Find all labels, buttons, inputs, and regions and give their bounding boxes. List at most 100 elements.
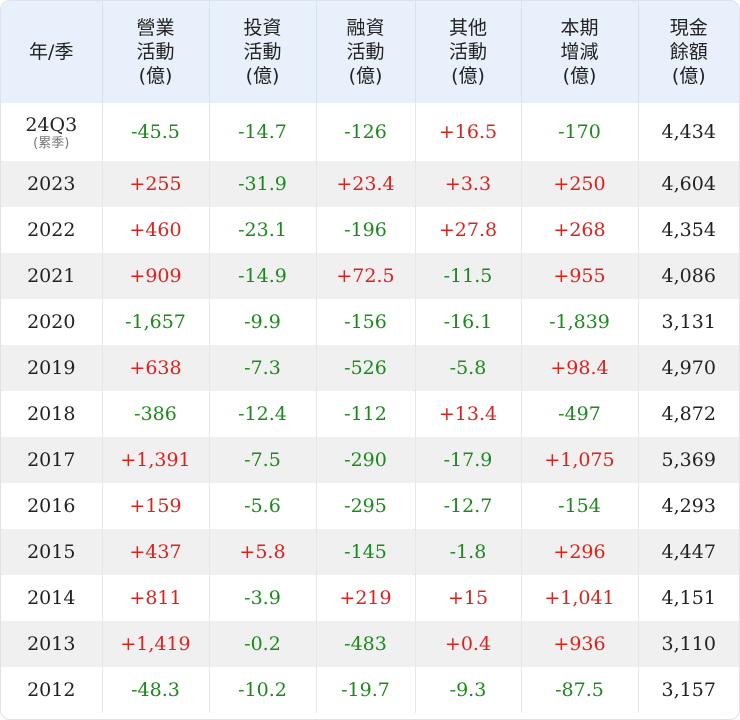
value-cell-cash-balance: 4,354 xyxy=(638,207,739,253)
table-row: 2016 +159 -5.6 -295 -12.7 -154 4,293 xyxy=(1,483,739,529)
value-cell-operating-activities: +811 xyxy=(102,575,210,621)
value-cell-financing-activities: +219 xyxy=(316,575,416,621)
header-line: 餘額 xyxy=(669,41,708,63)
year-cell: 2022 xyxy=(1,207,103,253)
year-label: 2022 xyxy=(27,219,76,241)
value-cell-period-change: -497 xyxy=(521,391,639,437)
header-line: (億) xyxy=(451,65,485,87)
value-cell-cash-balance: 3,110 xyxy=(638,621,739,667)
header-cash-balance: 現金 餘額 (億) xyxy=(638,1,739,103)
header-line: 投資 xyxy=(243,17,282,39)
year-label: 2021 xyxy=(27,265,76,287)
value-cell-other-activities: +3.3 xyxy=(415,161,522,207)
value-cell-financing-activities: -290 xyxy=(316,437,416,483)
value-cell-period-change: -154 xyxy=(521,483,639,529)
year-cell: 2020 xyxy=(1,299,103,345)
value-cell-investing-activities: -14.9 xyxy=(209,253,317,299)
value-cell-financing-activities: -156 xyxy=(316,299,416,345)
year-label: 2020 xyxy=(27,311,76,333)
year-cell: 2013 xyxy=(1,621,103,667)
table-row: 2021 +909 -14.9 +72.5 -11.5 +955 4,086 xyxy=(1,253,739,299)
value-cell-other-activities: -1.8 xyxy=(415,529,522,575)
year-label: 2016 xyxy=(27,495,76,517)
header-line: 年/季 xyxy=(29,41,74,63)
value-cell-other-activities: -5.8 xyxy=(415,345,522,391)
value-cell-period-change: +1,041 xyxy=(521,575,639,621)
value-cell-other-activities: +13.4 xyxy=(415,391,522,437)
value-cell-period-change: +98.4 xyxy=(521,345,639,391)
value-cell-financing-activities: -112 xyxy=(316,391,416,437)
value-cell-financing-activities: -295 xyxy=(316,483,416,529)
year-label: 2012 xyxy=(27,679,76,701)
value-cell-period-change: -87.5 xyxy=(521,667,639,713)
year-cell: 2015 xyxy=(1,529,103,575)
value-cell-other-activities: -12.7 xyxy=(415,483,522,529)
value-cell-investing-activities: -7.5 xyxy=(209,437,317,483)
value-cell-period-change: -170 xyxy=(521,103,639,161)
header-line: 活動 xyxy=(448,41,487,63)
year-cell: 2023 xyxy=(1,161,103,207)
value-cell-financing-activities: -19.7 xyxy=(316,667,416,713)
value-cell-cash-balance: 4,872 xyxy=(638,391,739,437)
value-cell-cash-balance: 4,447 xyxy=(638,529,739,575)
header-year-quarter: 年/季 xyxy=(1,1,103,103)
value-cell-cash-balance: 3,157 xyxy=(638,667,739,713)
value-cell-cash-balance: 4,151 xyxy=(638,575,739,621)
header-line: 營業 xyxy=(136,17,175,39)
header-line: (億) xyxy=(671,65,706,87)
year-label: 2013 xyxy=(27,633,76,655)
year-cell: 2019 xyxy=(1,345,103,391)
header-line: (億) xyxy=(562,65,597,87)
value-cell-other-activities: +27.8 xyxy=(415,207,522,253)
value-cell-operating-activities: +1,419 xyxy=(102,621,210,667)
value-cell-financing-activities: -126 xyxy=(316,103,416,161)
table-row: 2019 +638 -7.3 -526 -5.8 +98.4 4,970 xyxy=(1,345,739,391)
value-cell-investing-activities: -7.3 xyxy=(209,345,317,391)
value-cell-financing-activities: -145 xyxy=(316,529,416,575)
header-line: 現金 xyxy=(669,17,708,39)
value-cell-cash-balance: 5,369 xyxy=(638,437,739,483)
table-row: 2023 +255 -31.9 +23.4 +3.3 +250 4,604 xyxy=(1,161,739,207)
value-cell-period-change: +268 xyxy=(521,207,639,253)
value-cell-financing-activities: +72.5 xyxy=(316,253,416,299)
year-cell: 2014 xyxy=(1,575,103,621)
year-cell: 2018 xyxy=(1,391,103,437)
table-row: 2017 +1,391 -7.5 -290 -17.9 +1,075 5,369 xyxy=(1,437,739,483)
header-financing-activities: 融資 活動 (億) xyxy=(316,1,416,103)
table-row: 24Q3 (累季) -45.5 -14.7 -126 +16.5 -170 4,434 xyxy=(1,103,739,161)
value-cell-period-change: +1,075 xyxy=(521,437,639,483)
value-cell-investing-activities: -10.2 xyxy=(209,667,317,713)
value-cell-other-activities: +16.5 xyxy=(415,103,522,161)
header-line: 其他 xyxy=(448,17,487,39)
header-line: 活動 xyxy=(243,41,282,63)
table-row: 2014 +811 -3.9 +219 +15 +1,041 4,151 xyxy=(1,575,739,621)
value-cell-other-activities: -11.5 xyxy=(415,253,522,299)
year-label: 24Q3 xyxy=(25,114,78,136)
value-cell-financing-activities: -196 xyxy=(316,207,416,253)
value-cell-investing-activities: -14.7 xyxy=(209,103,317,161)
value-cell-financing-activities: +23.4 xyxy=(316,161,416,207)
value-cell-period-change: +955 xyxy=(521,253,639,299)
year-cell: 2021 xyxy=(1,253,103,299)
year-label: 2018 xyxy=(27,403,76,425)
value-cell-operating-activities: -1,657 xyxy=(102,299,210,345)
value-cell-investing-activities: -31.9 xyxy=(209,161,317,207)
value-cell-period-change: -1,839 xyxy=(521,299,639,345)
year-label: 2023 xyxy=(27,173,76,195)
value-cell-cash-balance: 3,131 xyxy=(638,299,739,345)
year-cell: 2016 xyxy=(1,483,103,529)
value-cell-other-activities: -16.1 xyxy=(415,299,522,345)
value-cell-other-activities: +15 xyxy=(415,575,522,621)
value-cell-operating-activities: +1,391 xyxy=(102,437,210,483)
value-cell-period-change: +296 xyxy=(521,529,639,575)
value-cell-other-activities: -9.3 xyxy=(415,667,522,713)
header-investing-activities: 投資 活動 (億) xyxy=(209,1,317,103)
header-other-activities: 其他 活動 (億) xyxy=(415,1,522,103)
header-line: 增減 xyxy=(560,41,599,63)
header-line: 本期 xyxy=(560,17,599,39)
value-cell-investing-activities: -3.9 xyxy=(209,575,317,621)
value-cell-financing-activities: -526 xyxy=(316,345,416,391)
year-note: (累季) xyxy=(33,136,70,151)
header-line: (億) xyxy=(138,65,173,87)
